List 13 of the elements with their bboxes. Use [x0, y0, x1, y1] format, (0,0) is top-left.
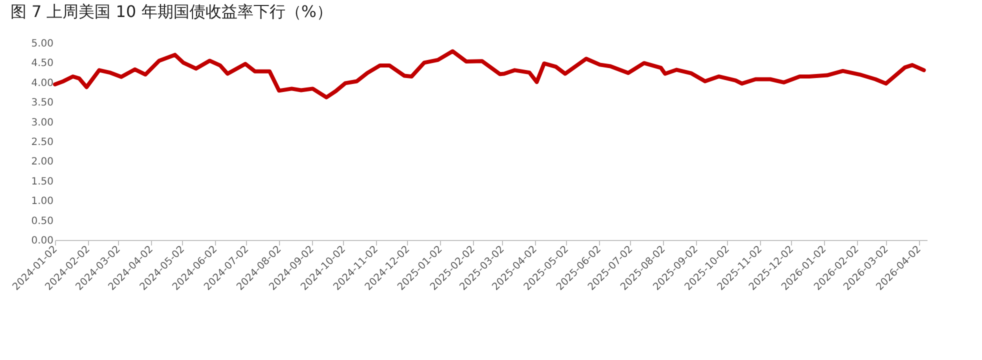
y-tick-label: 2.00: [31, 156, 54, 168]
y-tick-label: 3.00: [31, 117, 54, 128]
y-tick-label: 4.00: [31, 78, 54, 89]
y-tick-label: 1.50: [31, 176, 54, 188]
y-tick-label: 1.00: [31, 196, 54, 208]
y-tick-label: 4.50: [31, 58, 54, 70]
y-tick-label: 0.00: [31, 236, 54, 246]
line-series: [53, 49, 926, 100]
y-tick-label: 5.00: [31, 38, 54, 50]
y-tick-label: 0.50: [31, 216, 54, 227]
chart-title: 图 7 上周美国 10 年期国债收益率下行（%）: [10, 2, 332, 21]
y-tick-label: 2.50: [31, 137, 54, 148]
y-tick-label: 3.50: [31, 98, 54, 109]
